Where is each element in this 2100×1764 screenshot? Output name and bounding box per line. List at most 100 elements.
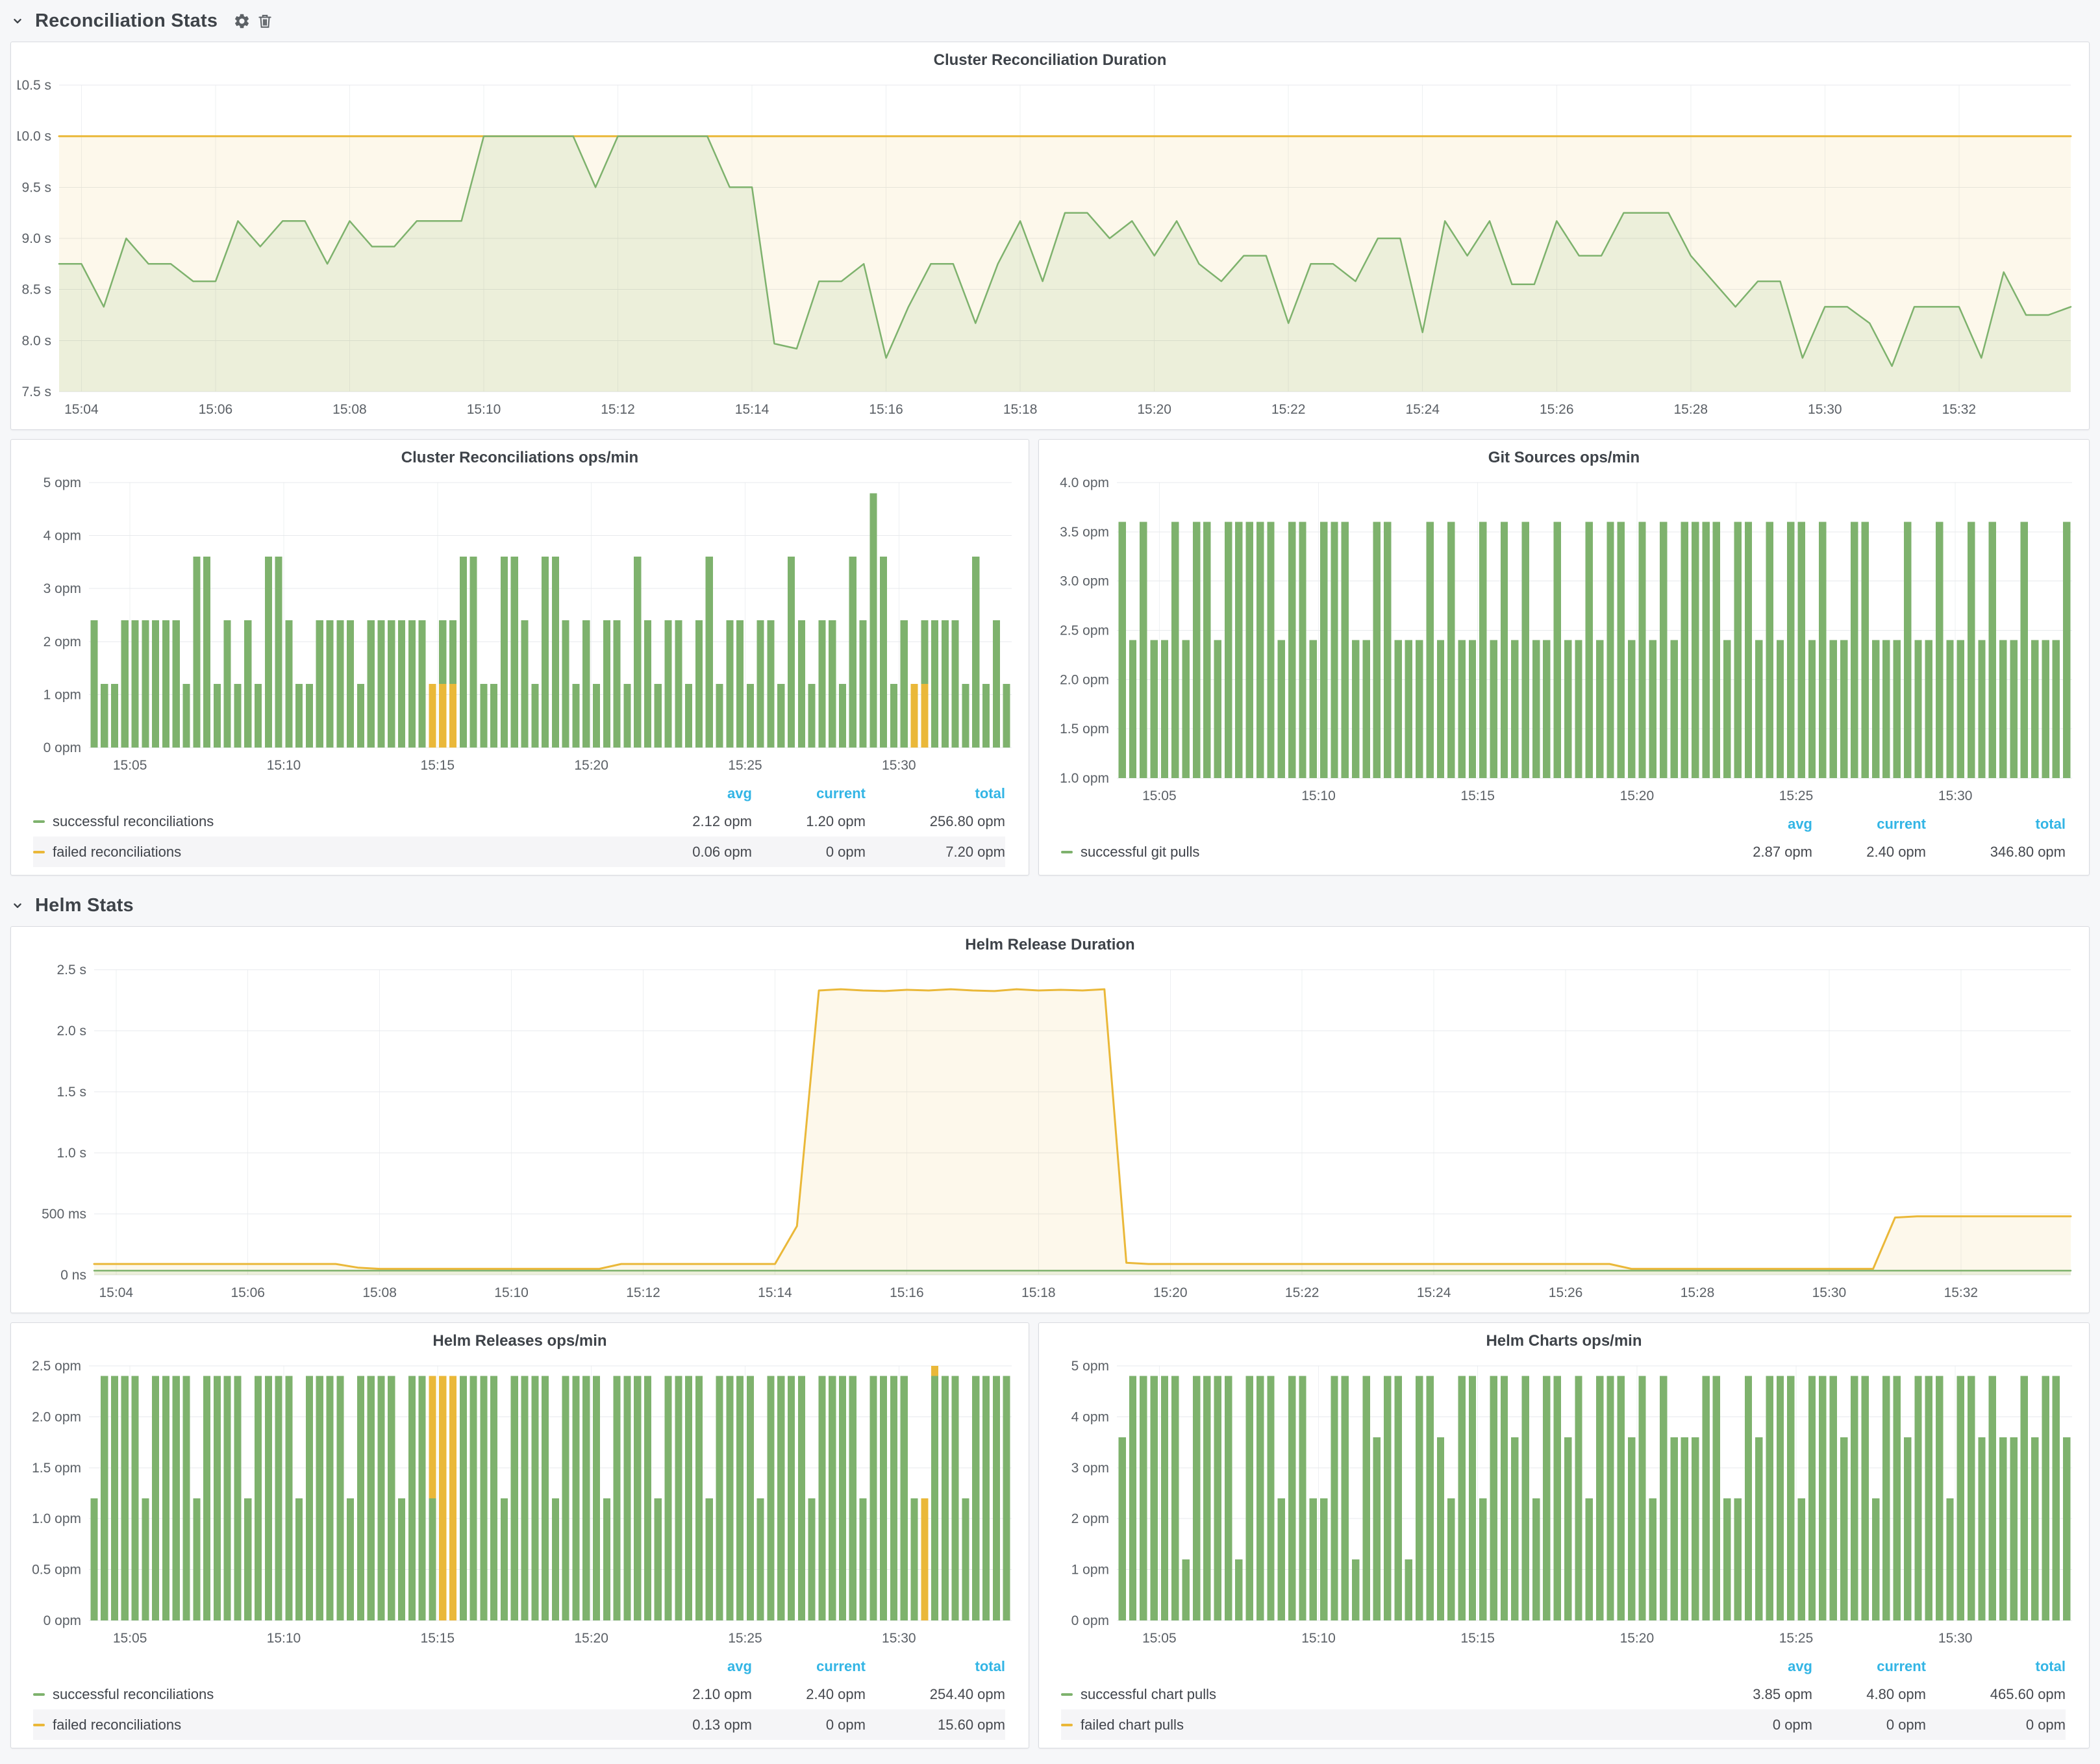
- panel-title[interactable]: Cluster Reconciliation Duration: [933, 51, 1167, 69]
- panel-title[interactable]: Helm Release Duration: [965, 936, 1135, 953]
- legend-header-current[interactable]: current: [1877, 1658, 1926, 1674]
- svg-text:15:05: 15:05: [1142, 1631, 1177, 1646]
- series-color-mark: [33, 1723, 45, 1726]
- svg-text:15:30: 15:30: [882, 1631, 916, 1646]
- svg-text:15:12: 15:12: [601, 402, 635, 417]
- svg-text:7.5 s: 7.5 s: [21, 384, 51, 399]
- svg-text:15:04: 15:04: [64, 402, 99, 417]
- panel-title[interactable]: Helm Releases ops/min: [432, 1332, 607, 1350]
- legend-header-avg[interactable]: avg: [727, 1658, 752, 1674]
- svg-text:15:15: 15:15: [421, 758, 455, 773]
- svg-text:15:08: 15:08: [332, 402, 367, 417]
- svg-text:15:06: 15:06: [231, 1285, 265, 1300]
- legend-current-value: 2.40 opm: [806, 1685, 866, 1702]
- svg-text:3 opm: 3 opm: [1071, 1461, 1109, 1476]
- legend-current-value: 0 opm: [1886, 1716, 1926, 1733]
- legend-header-total[interactable]: total: [975, 1658, 1005, 1674]
- legend-header-avg[interactable]: avg: [1788, 816, 1812, 832]
- svg-text:2 opm: 2 opm: [44, 635, 81, 649]
- helm-release-duration-chart[interactable]: 15:04 15:06 15:08 15:10 15:12 15:14 15:16 15:18…: [18, 959, 2082, 1307]
- legend-header-total[interactable]: total: [975, 785, 1005, 801]
- series-color-mark: [1060, 1723, 1073, 1726]
- legend-avg-value: 2.10 opm: [692, 1685, 752, 1702]
- svg-text:15:22: 15:22: [1271, 402, 1306, 417]
- svg-text:1.0 opm: 1.0 opm: [32, 1511, 81, 1526]
- svg-text:1.5 s: 1.5 s: [56, 1085, 86, 1100]
- legend-avg-value: 2.87 opm: [1753, 843, 1812, 860]
- svg-text:15:16: 15:16: [890, 1285, 924, 1300]
- legend-header-avg[interactable]: avg: [1788, 1658, 1812, 1674]
- svg-text:15:26: 15:26: [1540, 402, 1574, 417]
- legend-row-failed-reconciliations: failed reconciliations 0.06 opm 0 opm 7.…: [33, 837, 1005, 867]
- legend-series-label[interactable]: successful reconciliations: [33, 813, 635, 830]
- svg-text:15:18: 15:18: [1003, 402, 1038, 417]
- legend-header-current[interactable]: current: [816, 1658, 866, 1674]
- gear-icon[interactable]: [232, 11, 251, 31]
- chevron-down-icon[interactable]: [10, 14, 25, 28]
- svg-text:15:10: 15:10: [1301, 788, 1336, 803]
- legend-avg-value: 2.12 opm: [692, 813, 752, 829]
- svg-text:15:10: 15:10: [1301, 1631, 1336, 1646]
- legend: avg current total successful reconciliat…: [18, 780, 1022, 870]
- legend-total-value: 0 opm: [2025, 1716, 2066, 1733]
- svg-text:15:25: 15:25: [1779, 1631, 1814, 1646]
- svg-text:15:05: 15:05: [1142, 788, 1177, 803]
- legend-series-label[interactable]: successful reconciliations: [33, 1686, 635, 1703]
- svg-text:15:30: 15:30: [882, 758, 916, 773]
- svg-text:15:05: 15:05: [113, 1631, 147, 1646]
- legend-series-label[interactable]: failed chart pulls: [1060, 1717, 1695, 1733]
- section-header-helm: Helm Stats: [10, 890, 2090, 921]
- legend-series-label[interactable]: failed reconciliations: [33, 1717, 635, 1733]
- svg-text:15:12: 15:12: [626, 1285, 660, 1300]
- svg-text:15:30: 15:30: [1938, 1631, 1973, 1646]
- legend-header-current[interactable]: current: [816, 785, 866, 801]
- panel-helm-release-duration: Helm Release Duration 15:04 15:06 15:08 15:…: [10, 926, 2090, 1313]
- section-header-reconciliation: Reconciliation Stats: [10, 5, 2090, 36]
- svg-text:15:20: 15:20: [1153, 1285, 1188, 1300]
- legend-header-current[interactable]: current: [1877, 816, 1926, 832]
- svg-text:15:25: 15:25: [1779, 788, 1814, 803]
- svg-text:1.0 s: 1.0 s: [56, 1146, 86, 1161]
- svg-text:0.5 opm: 0.5 opm: [32, 1563, 81, 1578]
- legend-header-total[interactable]: total: [2035, 1658, 2066, 1674]
- legend-series-label[interactable]: successful git pulls: [1060, 844, 1695, 861]
- svg-text:8.5 s: 8.5 s: [21, 283, 51, 297]
- svg-text:9.0 s: 9.0 s: [21, 231, 51, 246]
- svg-text:0 opm: 0 opm: [1071, 1613, 1109, 1628]
- legend-total-value: 15.60 opm: [938, 1716, 1005, 1733]
- chevron-down-icon[interactable]: [10, 898, 25, 913]
- legend: avg current total successful chart pulls…: [1045, 1653, 2082, 1743]
- legend-header-total[interactable]: total: [2035, 816, 2066, 832]
- svg-text:15:32: 15:32: [1944, 1285, 1979, 1300]
- svg-text:5 opm: 5 opm: [1071, 1359, 1109, 1374]
- cluster-reconciliations-opm-chart[interactable]: 15:05 15:10 15:15 15:20 15:25 15:30 0 opm 1 opm…: [18, 472, 1022, 780]
- svg-text:15:06: 15:06: [199, 402, 233, 417]
- legend-current-value: 0 opm: [825, 1716, 866, 1733]
- panel-title[interactable]: Helm Charts ops/min: [1486, 1332, 1642, 1350]
- panel-title[interactable]: Cluster Reconciliations ops/min: [401, 449, 639, 466]
- svg-text:15:25: 15:25: [728, 758, 762, 773]
- section-title-reconciliation[interactable]: Reconciliation Stats: [35, 10, 218, 31]
- svg-text:15:20: 15:20: [574, 758, 608, 773]
- svg-text:15:25: 15:25: [728, 1631, 762, 1646]
- svg-text:1.5 opm: 1.5 opm: [32, 1461, 81, 1476]
- panel-title[interactable]: Git Sources ops/min: [1488, 449, 1640, 466]
- series-color-mark: [33, 820, 45, 823]
- svg-text:15:30: 15:30: [1812, 1285, 1847, 1300]
- legend-row-failed-chart-pulls: failed chart pulls 0 opm 0 opm 0 opm: [1060, 1709, 2066, 1740]
- cluster-reconciliation-duration-chart[interactable]: 15:04 15:06 15:08 15:10 15:12 15:14 15:16 15:18…: [18, 75, 2082, 424]
- helm-releases-opm-chart[interactable]: 15:05 15:10 15:15 15:20 15:25 15:30 0 opm 0.5 o…: [18, 1355, 1022, 1653]
- svg-text:15:24: 15:24: [1417, 1285, 1451, 1300]
- svg-text:15:14: 15:14: [758, 1285, 792, 1300]
- svg-text:4 opm: 4 opm: [44, 529, 81, 544]
- helm-charts-opm-chart[interactable]: 15:05 15:10 15:15 15:20 15:25 15:30 0 opm 1 opm…: [1045, 1355, 2082, 1653]
- legend-series-label[interactable]: failed reconciliations: [33, 844, 635, 861]
- legend-series-label[interactable]: successful chart pulls: [1060, 1686, 1695, 1703]
- legend-header-avg[interactable]: avg: [727, 785, 752, 801]
- trash-icon[interactable]: [255, 11, 275, 31]
- svg-text:15:05: 15:05: [113, 758, 147, 773]
- git-sources-opm-chart[interactable]: 15:05 15:10 15:15 15:20 15:25 15:30 1.0 opm 1.5…: [1045, 472, 2082, 811]
- section-title-helm[interactable]: Helm Stats: [35, 894, 134, 916]
- legend-row-successful-git-pulls: successful git pulls 2.87 opm 2.40 opm 3…: [1060, 837, 2066, 867]
